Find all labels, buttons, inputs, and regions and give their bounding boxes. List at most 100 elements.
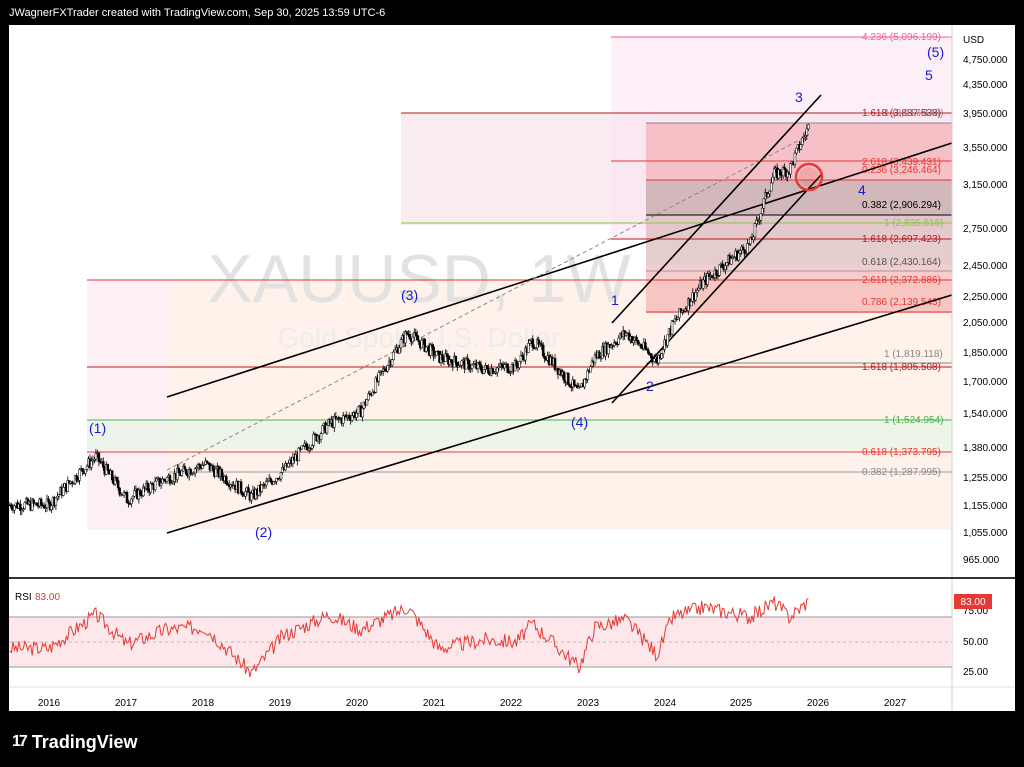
price-tick-label: 1,255.000: [963, 473, 1008, 484]
candle-body: [650, 353, 653, 359]
candle-body: [91, 459, 95, 462]
candle-body: [487, 367, 490, 374]
channel-upper-line[interactable]: [166, 142, 953, 398]
candle-body: [804, 135, 807, 137]
time-tick-label: 2023: [577, 698, 600, 709]
candle-body: [170, 482, 173, 485]
candle-body: [150, 483, 154, 485]
candle-body: [10, 504, 13, 509]
candle-body: [90, 460, 93, 468]
candle-body: [398, 347, 401, 354]
candle-body: [159, 482, 163, 486]
candle-body: [795, 147, 798, 154]
candle-body: [690, 301, 693, 307]
candle-body: [807, 124, 810, 130]
subchannel-upper-line[interactable]: [611, 94, 822, 324]
candle-body: [19, 503, 22, 511]
rsi-value: 83.00: [35, 592, 60, 603]
candle-body: [497, 366, 501, 369]
candle-body: [247, 487, 250, 493]
subchannel-lower-line[interactable]: [611, 174, 822, 404]
candle-body: [577, 386, 580, 389]
candle-body: [155, 478, 158, 482]
chart-frame[interactable]: XAUUSD, 1W Gold Spot / U.S. Dollar 4.236…: [8, 25, 1015, 711]
candle-body: [793, 152, 797, 165]
candle-body: [507, 372, 511, 374]
candle-body: [125, 492, 129, 504]
candle-body: [54, 497, 58, 506]
candle-body: [371, 391, 375, 396]
candle-body: [39, 498, 43, 506]
candle-body: [367, 393, 370, 401]
candle-body: [666, 334, 669, 346]
candle-body: [239, 481, 243, 493]
fib-label: 0.382 (2,906.294): [862, 200, 941, 211]
candle-body: [414, 332, 418, 336]
candle-body: [721, 263, 724, 268]
candle-body: [632, 340, 635, 343]
price-tick-label: 1,155.000: [963, 501, 1008, 512]
candle-body: [444, 353, 447, 362]
candle-body: [496, 367, 499, 373]
candle-body: [706, 273, 709, 285]
candle-body: [715, 269, 718, 276]
candle-body: [347, 415, 351, 419]
candle-body: [661, 349, 665, 355]
rsi-line: [9, 596, 809, 678]
candle-body: [416, 334, 419, 341]
header-text: JWagnerFXTrader created with TradingView…: [9, 7, 386, 19]
candle-body: [767, 193, 770, 198]
channel-lower-line[interactable]: [166, 294, 953, 534]
candle-body: [583, 378, 586, 388]
price-tick-label: 1,055.000: [963, 528, 1008, 539]
candle-body: [72, 482, 75, 485]
candle-body: [645, 348, 649, 351]
candle-body: [361, 408, 364, 418]
candle-body: [624, 332, 628, 336]
candle-body: [180, 470, 184, 476]
fib-label: 1 (2,835.616): [884, 218, 944, 229]
rsi-title: RSI: [15, 592, 32, 603]
candle-body: [158, 477, 161, 486]
candle-body: [518, 361, 521, 368]
tradingview-brand[interactable]: 17 TradingView: [12, 730, 138, 754]
time-axis[interactable]: 2016 2017 2018 2019 2020 2021 2022 2023 2024 2025…: [38, 698, 907, 709]
wave-label: (2): [255, 524, 272, 540]
candle-body: [783, 167, 786, 170]
price-axis[interactable]: 4,750.000 4,350.000 3,950.000 3,550.000 3,15…: [963, 55, 1008, 566]
candle-body: [752, 236, 755, 240]
wave-label: 2: [646, 378, 654, 394]
tradingview-logo-icon: 17: [12, 733, 28, 750]
candle-body: [304, 443, 308, 448]
candle-body: [472, 364, 475, 366]
candle-body: [106, 464, 110, 471]
candle-body: [746, 243, 749, 254]
candle-body: [110, 470, 114, 481]
candle-body: [590, 360, 594, 367]
candle-body: [435, 350, 438, 356]
candle-body: [85, 465, 89, 470]
candle-body: [639, 344, 643, 348]
candle-body: [673, 318, 677, 322]
candle-body: [491, 368, 495, 374]
fib-label: 0.236 (3,246.464): [862, 165, 941, 176]
candle-body: [198, 464, 201, 467]
candle-body: [482, 369, 486, 374]
candle-body: [356, 406, 360, 414]
candle-body: [266, 480, 269, 483]
candle-body: [430, 344, 434, 348]
candle-body: [749, 237, 752, 245]
candle-body: [630, 336, 634, 343]
candle-body: [405, 331, 409, 335]
candle-body: [456, 361, 459, 368]
candle-body: [718, 264, 721, 276]
chart-svg[interactable]: XAUUSD, 1W Gold Spot / U.S. Dollar 4.236…: [8, 25, 1015, 711]
wave-label: 5: [925, 67, 933, 83]
candle-body: [404, 331, 407, 344]
candle-body: [697, 287, 700, 291]
candle-body: [62, 487, 65, 496]
candle-body: [118, 487, 121, 495]
candle-body: [712, 277, 715, 279]
candle-body: [741, 246, 745, 250]
candle-body: [534, 347, 538, 350]
